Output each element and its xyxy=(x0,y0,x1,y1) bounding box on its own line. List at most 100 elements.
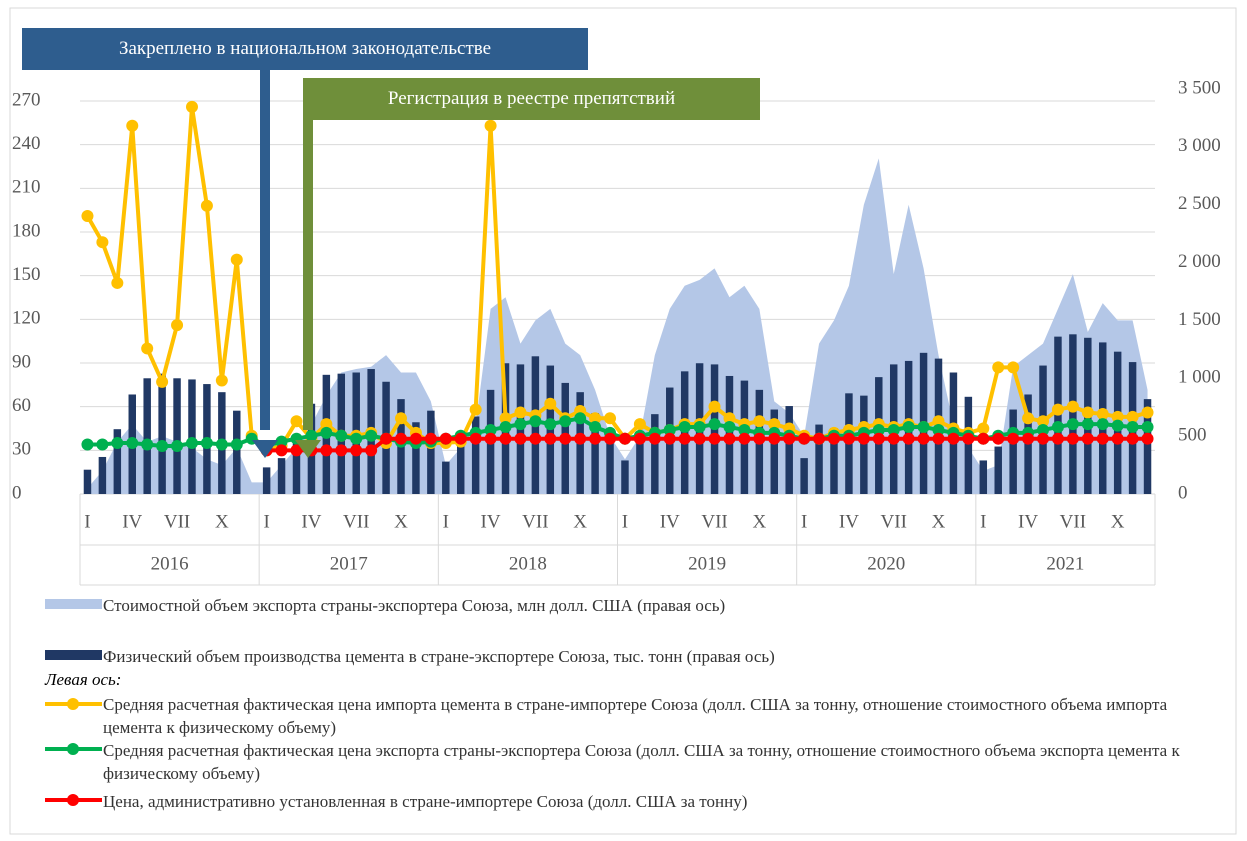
legend-symbol xyxy=(67,743,79,755)
marker xyxy=(305,429,318,442)
marker xyxy=(932,415,945,428)
marker xyxy=(230,253,243,266)
y-tick-label: 210 xyxy=(12,177,41,198)
area xyxy=(87,158,1148,494)
bar xyxy=(636,432,644,494)
marker xyxy=(753,415,766,428)
x-tick-label: I xyxy=(980,511,986,532)
marker xyxy=(484,423,497,436)
marker xyxy=(484,432,497,445)
marker xyxy=(932,423,945,436)
marker xyxy=(320,418,333,431)
arrow-head xyxy=(295,440,321,458)
marker xyxy=(484,119,497,132)
marker xyxy=(738,432,751,445)
marker xyxy=(663,423,676,436)
marker xyxy=(350,432,363,445)
marker xyxy=(1022,412,1035,425)
x-tick-label: VII xyxy=(164,511,190,532)
legend-symbol xyxy=(67,794,79,806)
y-tick-label: 240 xyxy=(12,133,41,154)
marker xyxy=(200,199,213,212)
marker xyxy=(589,421,602,434)
y2-tick-label: 0 xyxy=(1178,482,1188,503)
x-tick-label: X xyxy=(394,511,408,532)
marker xyxy=(469,432,482,445)
marker xyxy=(559,432,572,445)
bar xyxy=(860,395,868,494)
marker xyxy=(917,432,930,445)
y2-tick-label: 500 xyxy=(1178,425,1207,446)
marker xyxy=(798,432,811,445)
marker xyxy=(215,374,228,387)
x-tick-label: IV xyxy=(122,511,142,532)
bar xyxy=(412,422,420,494)
marker xyxy=(618,432,631,445)
bar xyxy=(442,461,450,494)
marker xyxy=(81,209,94,222)
marker xyxy=(917,421,930,434)
marker xyxy=(290,444,303,457)
bar xyxy=(770,409,779,494)
marker xyxy=(1066,400,1079,413)
y-tick-label: 120 xyxy=(12,308,41,329)
marker xyxy=(574,412,587,425)
bar xyxy=(143,378,151,494)
marker xyxy=(156,375,169,388)
bar xyxy=(188,379,196,494)
bar xyxy=(277,458,286,494)
marker xyxy=(1141,421,1154,434)
marker xyxy=(215,438,228,451)
marker xyxy=(544,418,557,431)
y-tick-label: 60 xyxy=(12,395,31,416)
marker xyxy=(827,432,840,445)
x-tick-label: X xyxy=(573,511,587,532)
marker xyxy=(1022,432,1035,445)
legend-symbol xyxy=(45,650,102,660)
marker xyxy=(1007,361,1020,374)
bar xyxy=(113,429,122,494)
marker xyxy=(902,421,915,434)
x-tick-label: VII xyxy=(343,511,369,532)
bar xyxy=(1009,409,1017,494)
marker xyxy=(813,432,826,445)
bar xyxy=(591,413,599,494)
marker xyxy=(723,421,736,434)
bar xyxy=(651,414,659,494)
marker xyxy=(902,432,915,445)
marker xyxy=(171,439,184,452)
legend-text: Физический объем производства цемента в … xyxy=(103,647,775,666)
marker xyxy=(320,444,333,457)
bar xyxy=(292,440,301,494)
x-tick-label: IV xyxy=(660,511,680,532)
marker xyxy=(604,432,617,445)
legend-text: Стоимостной объем экспорта страны-экспор… xyxy=(103,596,726,615)
marker xyxy=(723,432,736,445)
y2-tick-label: 3 500 xyxy=(1178,77,1221,98)
marker xyxy=(872,432,885,445)
marker xyxy=(693,432,706,445)
y2-tick-label: 1 000 xyxy=(1178,367,1221,388)
marker xyxy=(992,432,1005,445)
marker xyxy=(872,423,885,436)
marker xyxy=(529,432,542,445)
y-tick-label: 180 xyxy=(12,220,41,241)
marker xyxy=(708,432,721,445)
marker xyxy=(693,421,706,434)
marker xyxy=(514,432,527,445)
bar xyxy=(800,458,808,494)
marker xyxy=(275,435,288,448)
marker xyxy=(678,432,691,445)
marker xyxy=(589,412,602,425)
marker xyxy=(141,342,154,355)
marker xyxy=(320,426,333,439)
marker xyxy=(574,432,587,445)
marker xyxy=(395,432,408,445)
marker xyxy=(454,432,467,445)
marker xyxy=(1111,410,1124,423)
marker xyxy=(947,432,960,445)
marker xyxy=(1066,432,1079,445)
annotation-box: Регистрация в реестре препятствий xyxy=(303,78,760,120)
legend-text: Цена, административно установленная в ст… xyxy=(103,792,748,811)
